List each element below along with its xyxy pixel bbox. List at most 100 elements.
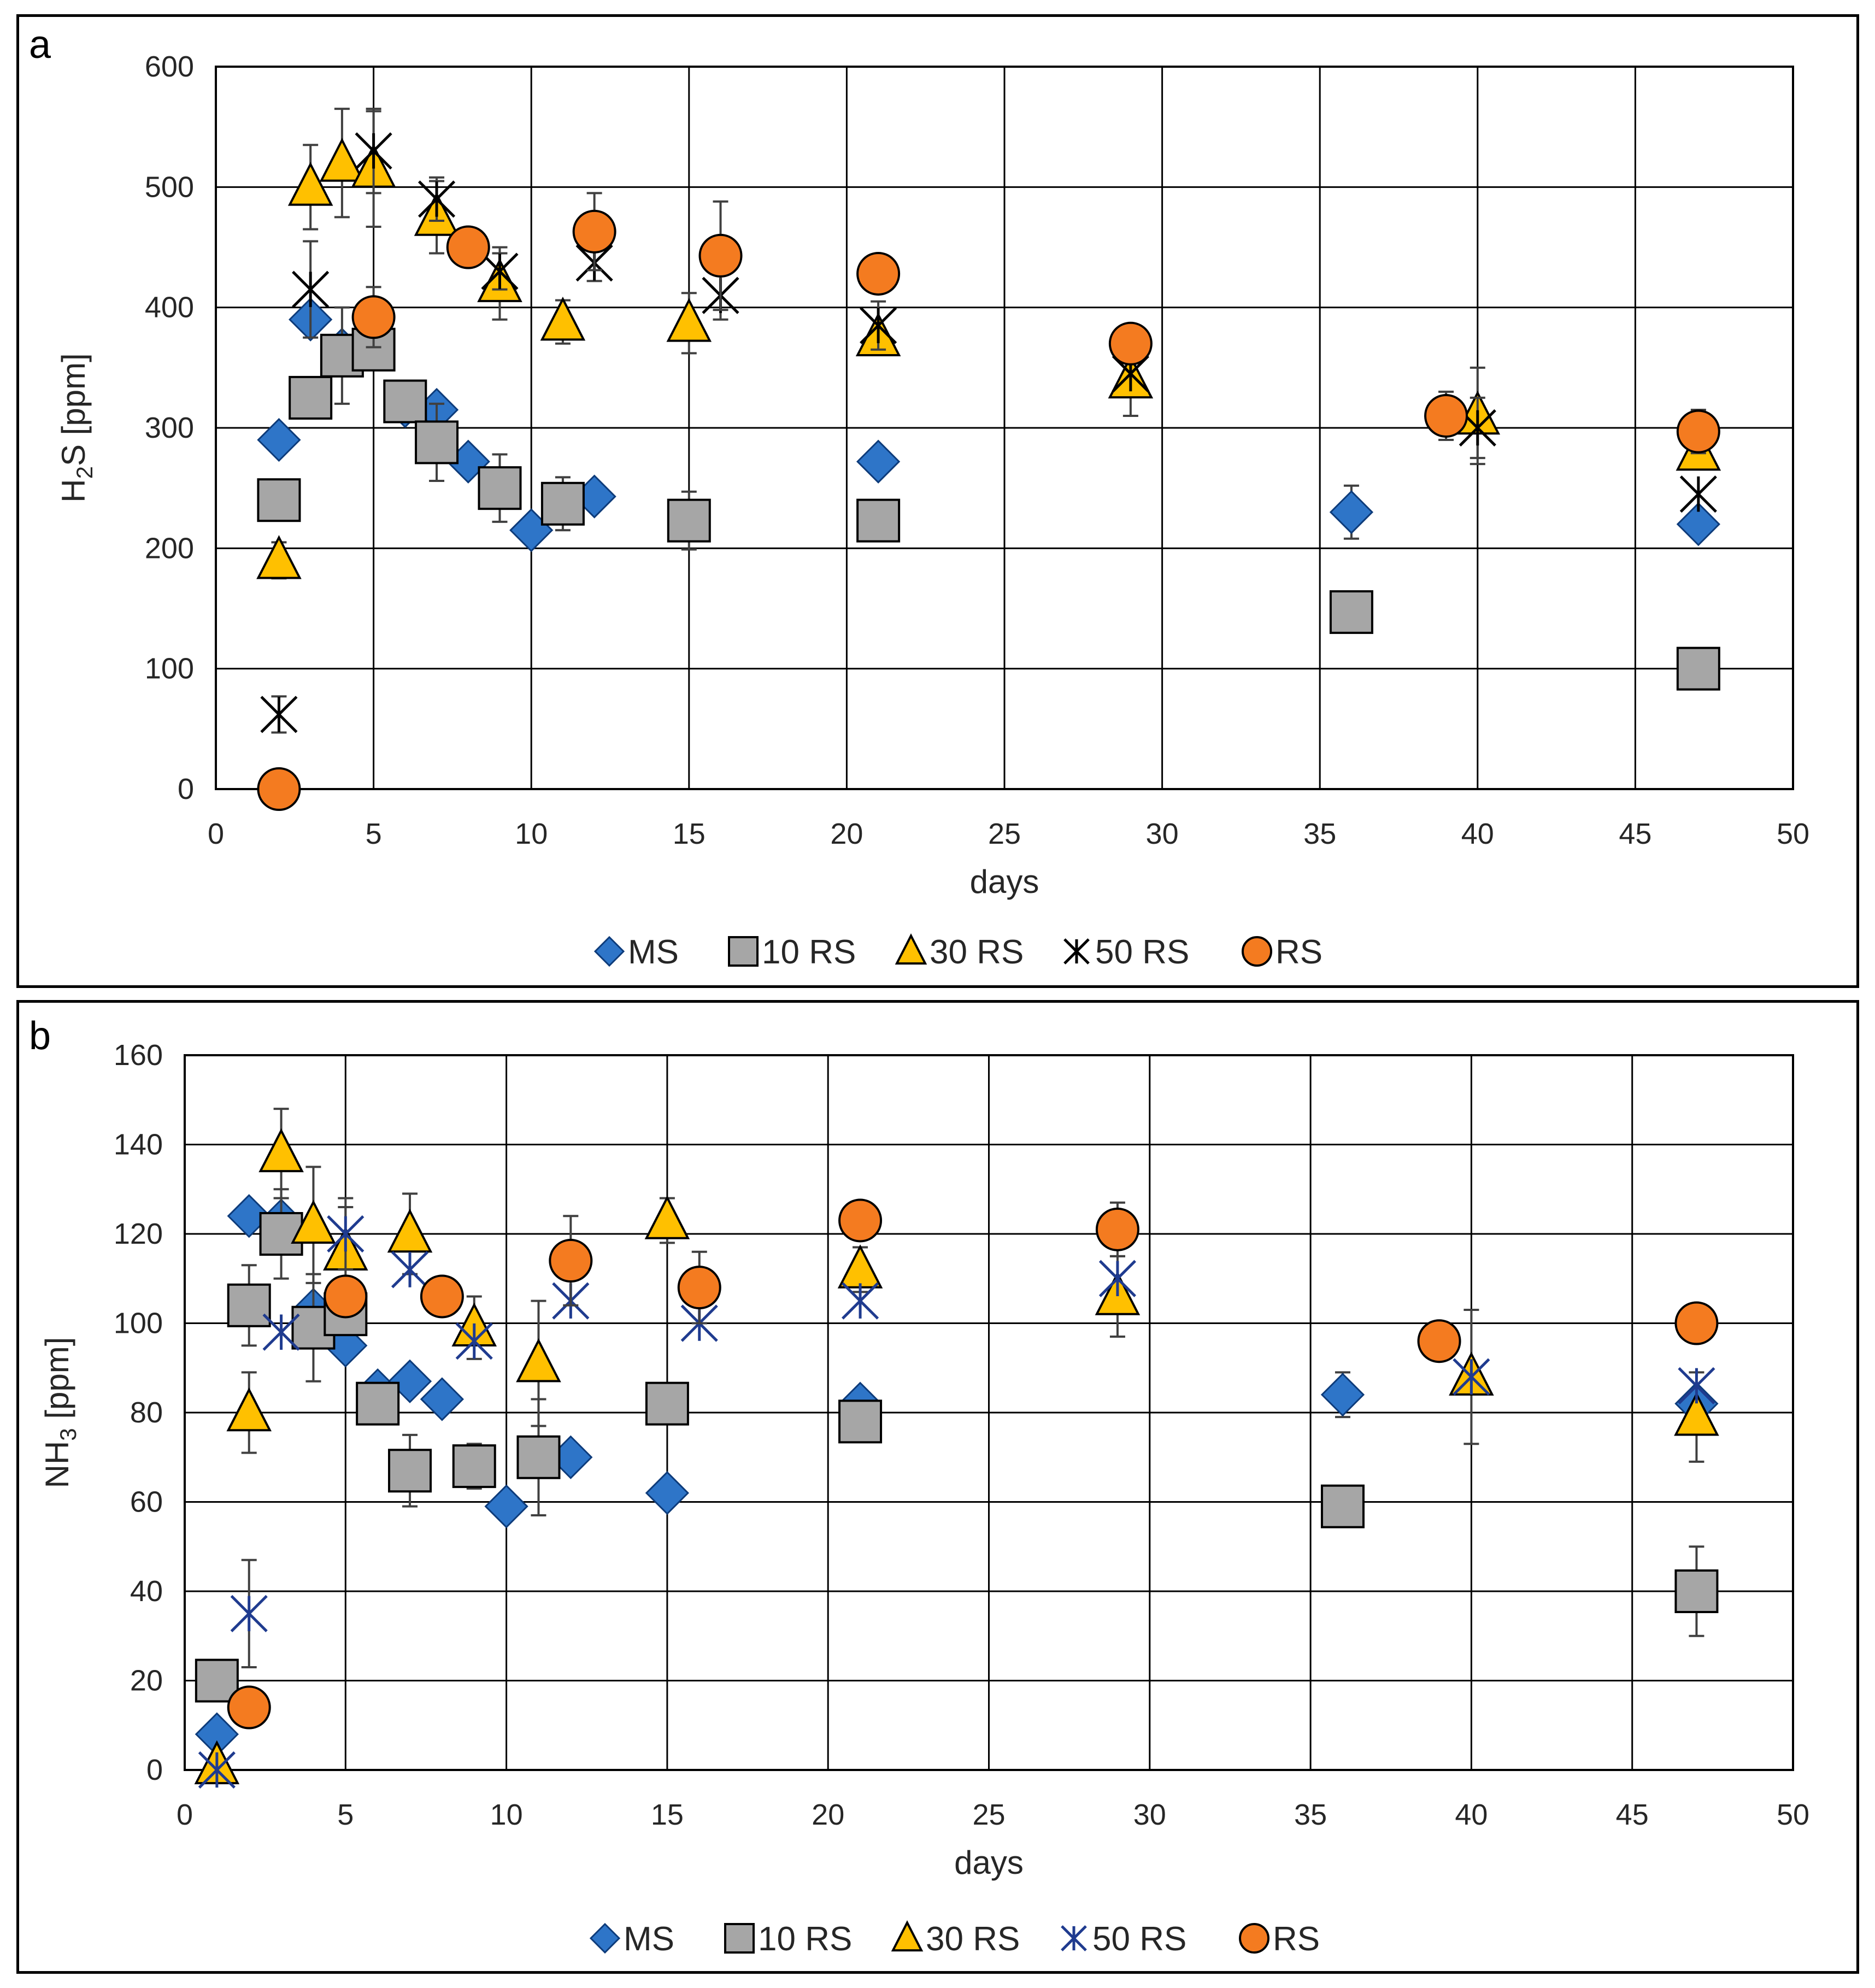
data-point: [516, 1435, 561, 1479]
data-point: [1320, 1373, 1365, 1417]
data-point: [292, 270, 330, 308]
data-point: [1329, 590, 1373, 634]
panel-a-x-tick-label: 0: [208, 817, 224, 850]
legend-item: MS: [589, 1920, 674, 1958]
data-point: [540, 296, 586, 341]
data-point: [356, 1381, 400, 1426]
panel-a-y-tick-label: 600: [145, 50, 194, 83]
data-point: [452, 1444, 496, 1489]
panel-a-x-tick-label: 5: [366, 817, 382, 850]
data-point: [1679, 475, 1717, 513]
data-point: [256, 535, 302, 579]
data-point: [324, 1274, 368, 1319]
panel-b-x-tick-label: 5: [337, 1798, 354, 1831]
data-point: [387, 1208, 433, 1253]
legend-marker: [1061, 1925, 1087, 1951]
data-point: [355, 132, 392, 170]
panel-b-x-tick-label: 30: [1133, 1798, 1166, 1831]
panel-b-x-tick-label: 40: [1455, 1798, 1488, 1831]
data-point: [227, 1685, 271, 1730]
data-point: [481, 252, 519, 290]
legend-label: RS: [1276, 933, 1323, 971]
legend-item: 50 RS: [1063, 933, 1189, 971]
data-point: [351, 295, 396, 339]
panel-a-y-tick-label: 0: [178, 773, 194, 805]
panel-a-x-tick-label: 25: [988, 817, 1021, 850]
data-point: [383, 379, 427, 424]
data-point: [516, 1338, 561, 1383]
data-point: [1320, 1484, 1365, 1528]
data-point: [198, 1751, 236, 1789]
data-point: [420, 1377, 465, 1421]
data-point: [1678, 1367, 1715, 1405]
panel-b-y-tick-label: 60: [130, 1486, 163, 1519]
data-point: [666, 298, 712, 342]
data-point: [644, 1195, 690, 1239]
panel-a: a 0 5 10 15 20 25 30 35 40 45 50 0 100 200 300 400 500 60…: [16, 14, 1859, 988]
data-point: [287, 162, 333, 206]
panel-b-x-tick-label: 15: [651, 1798, 684, 1831]
panel-a-x-tick-label: 30: [1146, 817, 1179, 850]
data-point: [418, 180, 456, 218]
data-point: [319, 138, 365, 182]
panel-b-x-tick-label: 45: [1616, 1798, 1649, 1831]
data-point: [667, 498, 711, 543]
panel-b-y-tick-label: 20: [130, 1664, 163, 1697]
panel-a-legend: MS 10 RS 30 RS 50 RS RS: [593, 933, 1323, 971]
h2s-chart: 0 5 10 15 20 25 30 35 40 45 500100200300400500600d…: [55, 50, 1809, 971]
data-point: [257, 417, 301, 462]
data-point: [856, 251, 901, 296]
legend-label: 50 RS: [1092, 1920, 1186, 1958]
data-point: [1674, 1391, 1719, 1436]
data-point: [415, 420, 459, 464]
data-point: [291, 1199, 336, 1244]
data-point: [1095, 1207, 1139, 1251]
panel-a-x-tick-label: 35: [1303, 817, 1336, 850]
legend-marker: [1242, 936, 1272, 967]
legend-label: 10 RS: [758, 1920, 852, 1958]
data-point: [572, 209, 616, 254]
legend-marker: [1063, 938, 1090, 964]
legend-item: 10 RS: [728, 933, 856, 971]
panel-b-y-axis-title: NH3 [ppm]: [39, 1337, 81, 1489]
data-point: [420, 1274, 464, 1319]
data-point: [227, 1283, 271, 1327]
data-point: [327, 1215, 365, 1253]
data-point: [257, 767, 301, 811]
data-point: [677, 1266, 721, 1310]
legend-marker: [895, 933, 927, 965]
panel-b-x-tick-label: 35: [1294, 1798, 1327, 1831]
panel-b-x-tick-label: 25: [972, 1798, 1005, 1831]
data-point: [484, 1484, 528, 1528]
legend-label: 30 RS: [930, 933, 1024, 971]
panel-b-series-10-rs: [195, 1188, 1719, 1703]
panel-a-x-tick-label: 45: [1619, 817, 1651, 850]
legend-label: 30 RS: [926, 1920, 1020, 1958]
data-point: [549, 1239, 593, 1283]
data-point: [478, 466, 522, 510]
panel-b-letter: b: [29, 1014, 51, 1058]
data-point: [260, 696, 298, 733]
panel-b-series-rs: [227, 1198, 1719, 1730]
legend-label: MS: [628, 933, 679, 971]
panel-b-x-axis-title: days: [954, 1844, 1024, 1881]
panel-b-legend: MS 10 RS 30 RS 50 RS RS: [589, 1920, 1320, 1958]
legend-label: 10 RS: [762, 933, 856, 971]
panel-b: b 0 5 10 15 20 25 30 35 40 45 50 0 20 40 60 80 100 120 140…: [16, 1000, 1859, 1974]
panel-a-x-tick-label: 50: [1777, 817, 1809, 850]
legend-item: 30 RS: [891, 1920, 1020, 1958]
panel-a-x-tick-label: 15: [673, 817, 706, 850]
data-point: [1676, 646, 1720, 691]
data-point: [1453, 1358, 1490, 1396]
data-point: [841, 1282, 879, 1320]
data-point: [230, 1595, 268, 1632]
legend-marker: [589, 1922, 621, 1954]
data-point: [856, 498, 901, 543]
data-point: [645, 1381, 689, 1426]
panel-a-y-axis-title: H2S [ppm]: [55, 353, 97, 502]
legend-label: RS: [1273, 1920, 1320, 1958]
data-point: [1098, 1260, 1137, 1297]
data-point: [289, 375, 333, 420]
panel-a-x-tick-label: 40: [1461, 817, 1494, 850]
legend-marker: [593, 936, 625, 967]
